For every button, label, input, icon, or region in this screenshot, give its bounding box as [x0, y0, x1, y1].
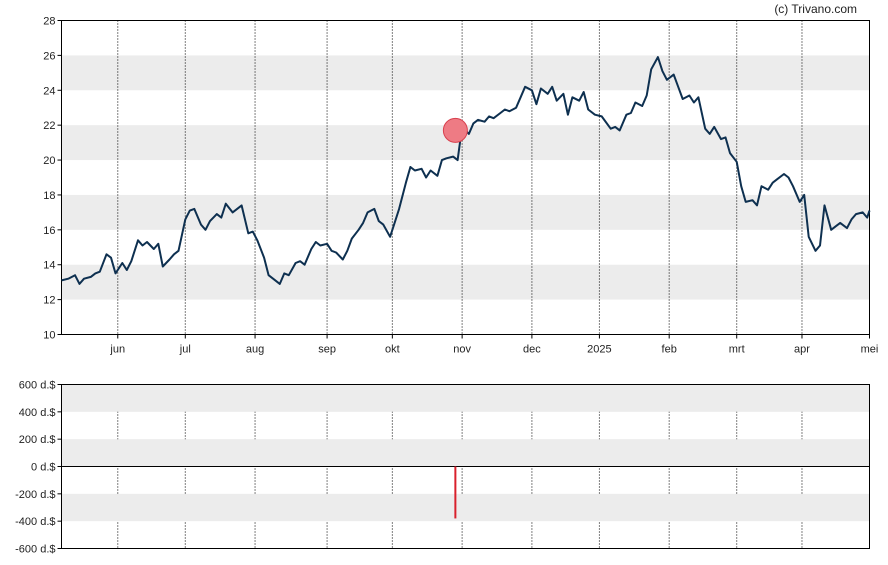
volume-chart-band [61, 384, 870, 412]
volume-y-tick-label: -200 d.$ [15, 489, 55, 501]
y-tick-label: 16 [43, 225, 55, 237]
y-tick-label: 20 [43, 155, 55, 167]
y-tick-label: 22 [43, 120, 55, 132]
x-tick-label: sep [318, 344, 336, 356]
x-tick-label: 2025 [587, 344, 611, 356]
volume-y-tick-label: 200 d.$ [19, 434, 56, 446]
x-tick-label: jul [179, 344, 191, 356]
x-tick-label: apr [794, 344, 810, 356]
price-chart-band [61, 55, 870, 91]
price-chart-frame [61, 20, 870, 335]
y-tick-label: 28 [43, 16, 55, 28]
volume-y-tick-label: 400 d.$ [19, 407, 56, 419]
x-tick-label: dec [523, 344, 541, 356]
volume-chart-band [61, 493, 870, 522]
price-line [61, 56, 871, 285]
volume-y-tick-label: 600 d.$ [19, 380, 56, 392]
volume-chart-bands [61, 384, 870, 522]
event-marker [442, 117, 468, 143]
volume-chart-y-axis: 600 d.$ 400 d.$ 200 d.$ 0 d.$ -200 d.$ -400 d… [15, 380, 62, 556]
y-tick-label: 24 [43, 85, 55, 97]
y-tick-label: 14 [43, 260, 55, 272]
x-tick-label: mrt [729, 344, 745, 356]
price-chart-band [61, 194, 870, 230]
price-chart-y-axis: 10 12 14 16 18 20 22 24 26 28 [43, 16, 62, 342]
volume-chart-frame [61, 384, 870, 549]
volume-y-tick-label: -400 d.$ [15, 516, 55, 528]
price-chart-band [61, 264, 870, 300]
volume-y-tick-label: 0 d.$ [31, 462, 55, 474]
volume-chart-band [61, 439, 870, 467]
y-tick-label: 18 [43, 190, 55, 202]
x-tick-label: aug [246, 344, 264, 356]
price-chart-bands [61, 55, 870, 300]
x-tick-label: feb [662, 344, 677, 356]
x-tick-label: nov [453, 344, 471, 356]
x-tick-label: mei [861, 344, 879, 356]
y-tick-label: 26 [43, 50, 55, 62]
price-chart-x-axis: jun jul aug sep okt nov dec 2025 feb mrt apr mei [109, 334, 879, 356]
credit-text: (c) Trivano.com [774, 2, 857, 16]
x-tick-label: okt [385, 344, 400, 356]
volume-y-tick-label: -600 d.$ [15, 544, 55, 556]
y-tick-label: 10 [43, 330, 55, 342]
y-tick-label: 12 [43, 295, 55, 307]
x-tick-label: jun [109, 344, 125, 356]
